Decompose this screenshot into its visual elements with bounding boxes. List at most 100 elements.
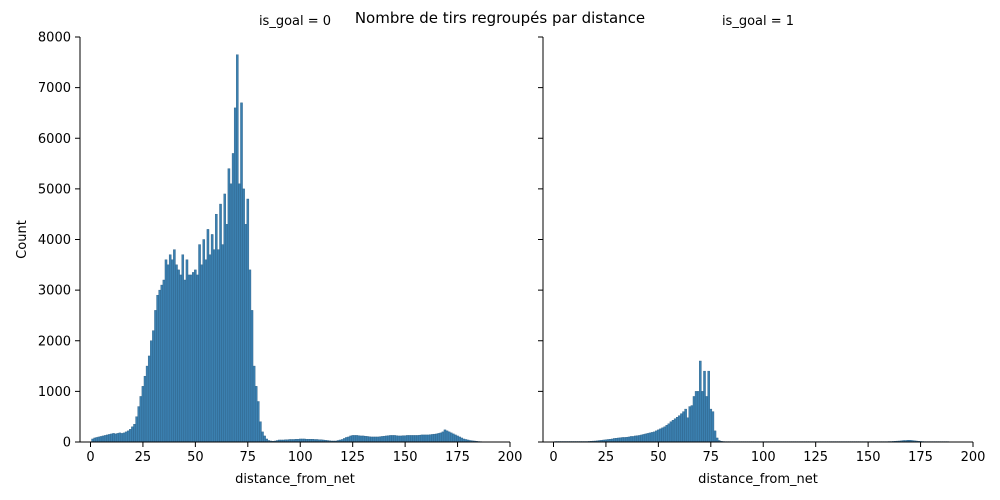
panel-is-goal-1: is_goal = 1 0 25 50 75 100 125 150 175 200 distanc… — [538, 14, 985, 487]
bar — [366, 436, 369, 443]
bar — [361, 435, 365, 443]
bar — [389, 435, 392, 443]
bar — [652, 431, 656, 443]
bar — [189, 274, 193, 443]
bar — [391, 435, 394, 443]
bar — [101, 435, 105, 443]
bar — [648, 432, 652, 443]
bar — [154, 310, 157, 443]
x-tick-label: 150 — [393, 450, 418, 465]
bar — [625, 436, 629, 443]
bar — [240, 102, 243, 443]
bar — [139, 396, 143, 443]
bar — [143, 375, 147, 443]
bar — [351, 435, 354, 443]
bar — [227, 168, 231, 443]
x-tick-label: 50 — [187, 450, 204, 465]
bar — [431, 434, 434, 443]
bar — [254, 386, 258, 443]
bar — [355, 435, 359, 443]
bar — [173, 249, 176, 443]
bar — [200, 264, 203, 443]
x-tick-label: 200 — [498, 450, 523, 465]
bar — [456, 435, 459, 443]
bar — [244, 224, 247, 443]
bar — [204, 259, 208, 443]
bar — [640, 434, 643, 443]
x-tick-label: 50 — [650, 450, 667, 465]
bar — [147, 355, 151, 443]
bar — [615, 438, 618, 443]
y-tick-label: 2000 — [38, 334, 71, 349]
bar — [416, 435, 419, 443]
bar — [368, 436, 371, 443]
bar — [353, 435, 357, 443]
bar — [166, 264, 170, 443]
bar — [646, 433, 650, 443]
bar — [347, 436, 350, 443]
bar — [659, 428, 662, 443]
bar — [223, 193, 226, 443]
bar — [250, 310, 254, 443]
bar — [192, 272, 195, 443]
bar — [682, 411, 685, 443]
bar — [709, 408, 713, 443]
bar — [378, 436, 382, 443]
y-tick-label: 1000 — [38, 385, 71, 400]
bar — [382, 435, 386, 443]
bar — [122, 432, 126, 443]
bar — [168, 254, 172, 443]
x-tick-label: 75 — [703, 450, 720, 465]
bar — [236, 54, 239, 443]
bar — [711, 411, 715, 443]
panel-title: is_goal = 0 — [259, 14, 331, 29]
bar — [215, 213, 218, 443]
bar — [242, 188, 245, 443]
bar — [655, 430, 658, 443]
x-tick-label: 25 — [135, 450, 152, 465]
bar — [252, 365, 256, 443]
bar — [636, 435, 639, 443]
bar — [343, 438, 346, 443]
bar — [627, 436, 631, 443]
bar — [233, 107, 237, 443]
bar — [669, 421, 673, 443]
bar — [374, 436, 378, 443]
x-tick-label: 125 — [803, 450, 828, 465]
bar — [435, 433, 438, 443]
bar — [429, 434, 432, 443]
bar — [408, 435, 411, 443]
bar — [675, 416, 679, 443]
bar — [263, 435, 266, 443]
bar — [671, 420, 675, 443]
bar — [458, 436, 461, 443]
bar — [116, 433, 120, 443]
bar — [221, 244, 224, 443]
bar — [219, 203, 222, 443]
bar — [196, 274, 199, 443]
bar — [194, 269, 197, 443]
bar — [690, 405, 694, 443]
bar — [447, 431, 451, 443]
bar — [137, 406, 140, 443]
bar — [401, 435, 405, 443]
bar — [164, 259, 168, 443]
bar — [460, 437, 464, 443]
bar — [110, 433, 113, 443]
x-axis-label: distance_from_net — [698, 472, 818, 487]
bar — [212, 249, 216, 443]
bar — [414, 435, 417, 443]
bar — [699, 360, 702, 443]
y-axis-label: Count — [15, 220, 30, 259]
bar — [118, 432, 122, 443]
bar — [126, 430, 130, 443]
bar — [357, 435, 361, 443]
bar — [443, 429, 447, 443]
bar — [370, 436, 373, 443]
bar — [171, 259, 174, 443]
bar — [663, 426, 666, 443]
bar — [644, 433, 648, 443]
bar — [99, 436, 103, 443]
bar — [103, 435, 107, 443]
bar — [678, 415, 681, 443]
